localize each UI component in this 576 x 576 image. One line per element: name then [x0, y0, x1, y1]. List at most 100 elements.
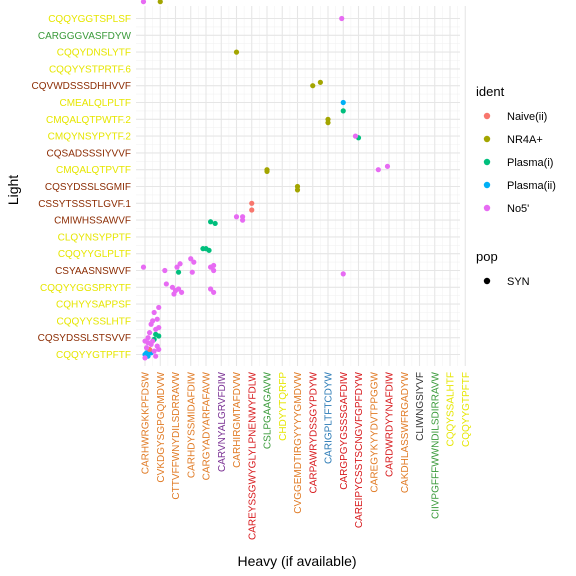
- data-point: [140, 0, 147, 5]
- legend-label: SYN: [507, 276, 530, 288]
- x-tick-label: CIIVPGFFFWWNDILSDIRRAVW: [430, 371, 441, 519]
- data-point: [191, 259, 197, 265]
- data-point: [339, 15, 345, 22]
- data-point: [142, 338, 148, 344]
- y-tick-label: CQSYDSSLSGMIF: [45, 182, 131, 193]
- data-point: [384, 163, 391, 169]
- data-point: [162, 267, 168, 274]
- y-tick-label: CQHYYSAPPSF: [56, 300, 131, 311]
- data-point: [174, 264, 180, 270]
- data-point: [150, 318, 156, 324]
- data-point: [233, 214, 240, 220]
- y-tick-label: CQQYYSSLHTF: [57, 316, 131, 327]
- x-tick-label: CVKDGYSGPGQMDVW: [156, 371, 167, 482]
- data-point: [154, 316, 160, 322]
- y-tick-label: CMQYNSYPYTF.2: [48, 132, 132, 143]
- x-tick-label: CTTVFFWNYDILSDRRAVW: [171, 371, 182, 499]
- data-point: [249, 200, 255, 206]
- y-tick-label: CQSYDSSLSTSVVF: [38, 333, 131, 344]
- data-point: [179, 289, 185, 295]
- data-point: [340, 99, 346, 106]
- x-tick-label: CAREGYKYYDVTPPGGW: [369, 371, 380, 492]
- data-point: [148, 341, 154, 348]
- data-point: [177, 261, 183, 267]
- legend-label: Plasma(i): [507, 157, 553, 169]
- y-tick-label: CMQALQTPWTF.2: [46, 115, 131, 126]
- data-point: [352, 133, 359, 139]
- legend-key: [483, 204, 491, 212]
- data-point: [207, 219, 214, 225]
- y-tick-labels: CQQYYGTPFTF CQSYDSSLSTSVVF CQQYYSSLHTF CQHY…: [32, 14, 132, 361]
- data-point: [212, 220, 218, 227]
- y-tick-label: CMIWHSSAWVF: [54, 216, 131, 227]
- data-point: [175, 286, 182, 292]
- y-tick-label: CLQYNSYPPTF: [58, 232, 131, 243]
- data-point: [211, 289, 217, 295]
- x-tick-label: CHDYYTQRFP: [278, 372, 289, 441]
- y-tick-label: CMEALQLPLTF: [60, 98, 132, 109]
- data-point: [171, 291, 177, 297]
- x-tick-label: CQQYYGTPFTF: [461, 372, 472, 447]
- x-tick-label: CARGPGYGSSSGAFDIW: [339, 371, 350, 489]
- x-tick-label: CAREYSSGWYGLYLPNENWYFDLW: [247, 371, 258, 540]
- x-tick-labels: CARHWRGKKPFDSW CVKDGYSGPGQMDVW CTTVFFWNYDI…: [141, 371, 472, 540]
- legend-title-ident: ident: [476, 84, 505, 99]
- x-tick-label: CLIWNGSIYVF: [415, 372, 426, 441]
- data-point: [151, 309, 157, 316]
- legend-key: [483, 158, 491, 166]
- x-axis-title: Heavy (if available): [237, 553, 356, 569]
- data-point: [325, 120, 331, 126]
- data-point: [156, 333, 162, 339]
- x-tick-label: CARHWRGKKPFDSW: [141, 371, 152, 474]
- data-point: [294, 187, 301, 193]
- y-tick-label: CQQYDNSLYTF: [57, 48, 131, 59]
- x-tick-label: CARHDYSSMIDAFDIW: [186, 371, 197, 478]
- x-tick-label: CARHIRGMTAFDVW: [232, 371, 243, 467]
- data-point: [340, 108, 346, 114]
- y-tick-label: CARGGGVASFDYW: [38, 31, 132, 42]
- data-point: [340, 271, 346, 277]
- data-point: [146, 330, 153, 336]
- legend-title-pop: pop: [476, 249, 498, 264]
- legend: ident Naive(ii) NR4A+ Plasma(i) Plasma(ii) N…: [476, 84, 556, 288]
- x-tick-label: CARGYADYARFAFAVW: [202, 371, 213, 480]
- data-point: [249, 207, 255, 213]
- y-tick-label: CQSADSSSIYVVF: [47, 148, 131, 159]
- legend-label: NR4A+: [507, 134, 543, 146]
- data-point: [156, 346, 162, 353]
- legend-label: No5': [507, 203, 529, 215]
- y-tick-label: CQQYYSTPRTF.6: [49, 64, 131, 75]
- data-point: [175, 269, 182, 275]
- data-point: [153, 353, 159, 359]
- y-tick-label: CMQALQTPVTF: [56, 165, 131, 176]
- y-tick-label: CSYAASNSWVF: [55, 266, 131, 277]
- data-point: [206, 247, 212, 253]
- plot-grid: [136, 6, 466, 366]
- data-point: [188, 256, 194, 262]
- x-tick-label: CARDWRDYYNAFDIW: [385, 371, 396, 477]
- data-point: [310, 83, 316, 89]
- data-point: [264, 168, 270, 174]
- data-point: [233, 49, 240, 55]
- data-point: [163, 281, 169, 287]
- data-point: [375, 167, 381, 173]
- data-point: [145, 335, 151, 341]
- x-tick-label: CSLPGAAGAVW: [263, 371, 274, 449]
- data-point: [240, 214, 246, 220]
- legend-key: [483, 277, 491, 285]
- x-tick-label: CQQYSSALHTF: [446, 372, 457, 446]
- y-tick-label: CQQYYGLPLTF: [58, 249, 131, 260]
- data-point: [142, 355, 148, 361]
- y-tick-label: CQQYYGTPFTF: [56, 350, 131, 361]
- data-point: [211, 267, 217, 274]
- y-axis-title: Light: [5, 175, 21, 205]
- data-point: [207, 286, 214, 292]
- legend-key: [483, 135, 491, 143]
- data-point: [151, 348, 157, 354]
- legend-label: Plasma(ii): [507, 180, 556, 192]
- data-points: [140, 0, 391, 361]
- x-tick-label: CARVNYALGRVFDIW: [217, 371, 228, 472]
- x-tick-label: CAKDHLASSWFRGADYW: [400, 371, 411, 493]
- y-tick-label: CQQYYGGSPRYTF: [40, 283, 131, 294]
- legend-label: Naive(ii): [507, 111, 547, 123]
